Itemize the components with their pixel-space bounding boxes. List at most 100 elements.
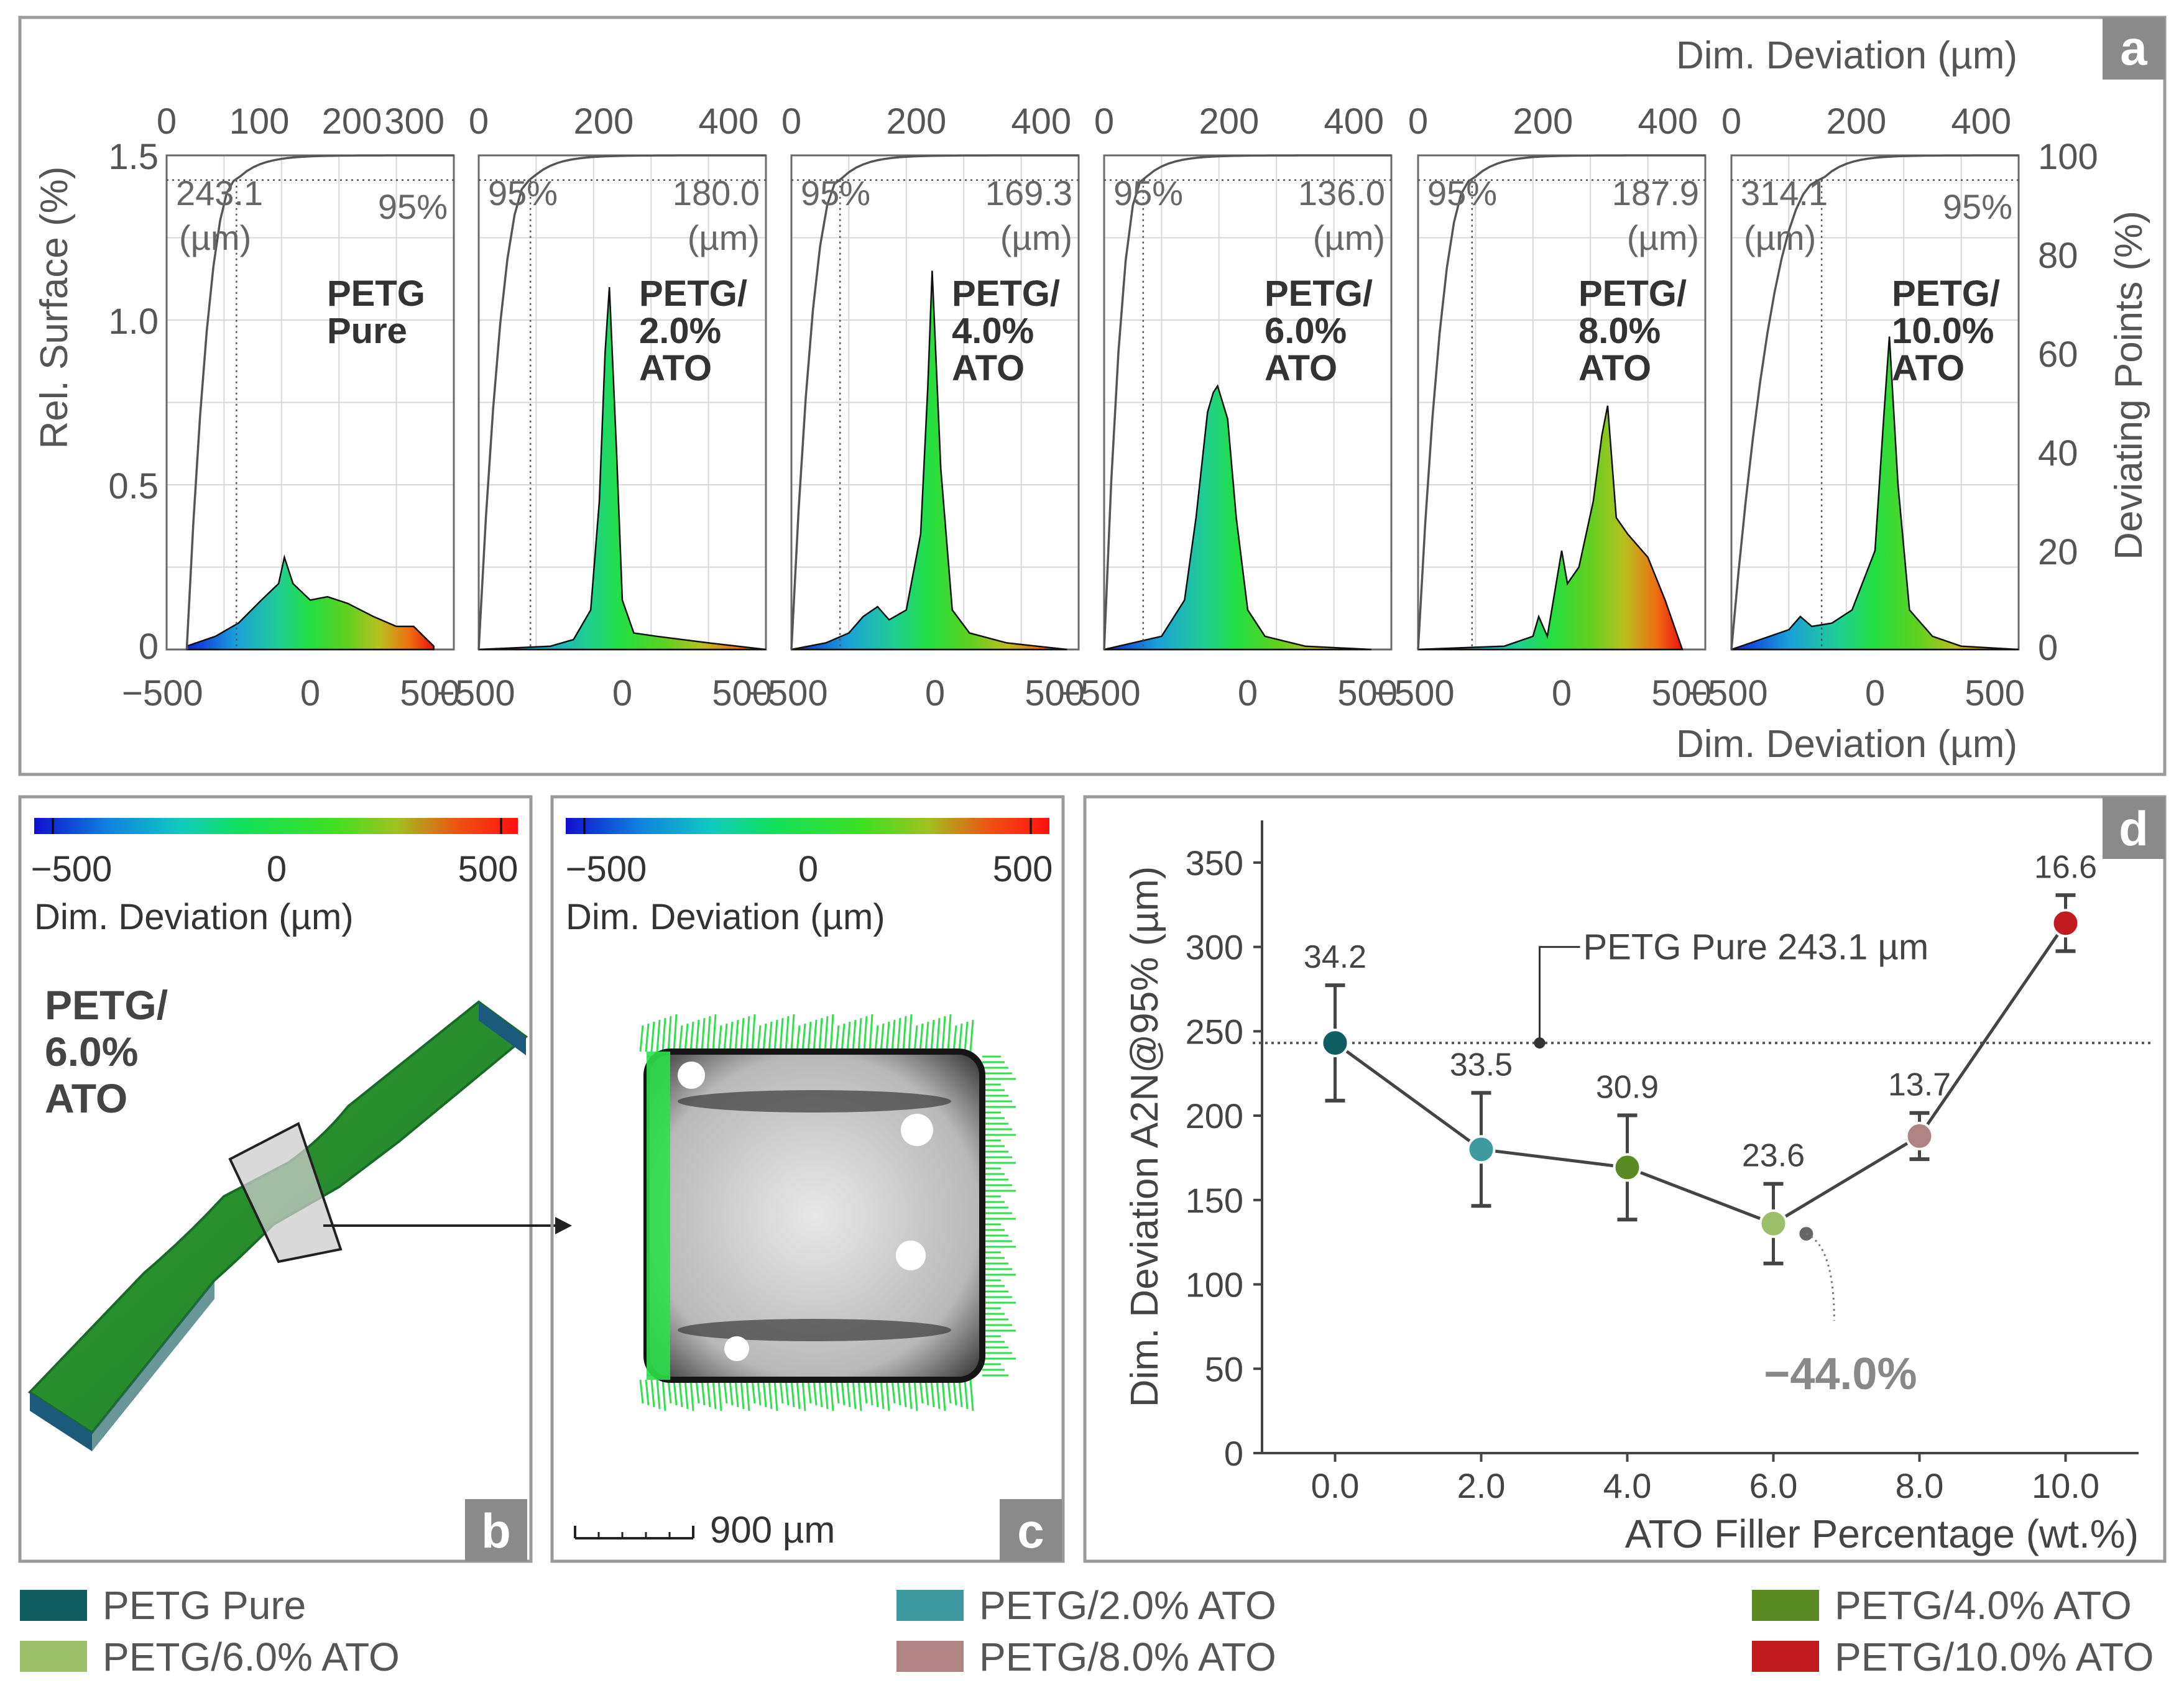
- legend-label: PETG Pure: [103, 1583, 306, 1628]
- bottom-tick: 500: [1337, 673, 1398, 713]
- error-label: 34.2: [1304, 939, 1366, 975]
- top-tick: 200: [1513, 101, 1573, 142]
- deviation-hair: [768, 1021, 773, 1052]
- subplot: 314.1 (µm) 95% PETG/10.0%ATO −500 0 500 0 200 400: [1687, 101, 2025, 713]
- legend-swatch: [1752, 1641, 1819, 1672]
- bottom-tick: 0: [1552, 673, 1572, 713]
- deviation-hair: [964, 1021, 969, 1052]
- deviation-hair: [807, 1021, 812, 1052]
- bottom-tick: 0: [1238, 673, 1258, 713]
- bottom-tick: 500: [1965, 673, 2025, 713]
- data-point: [1467, 1135, 1496, 1164]
- deviation-hair: [779, 1379, 784, 1404]
- panel-c-badge: [1000, 1499, 1062, 1561]
- deviation-hair: [880, 1023, 885, 1052]
- y-tick-label: 100: [1186, 1265, 1243, 1305]
- legend-swatch: [1752, 1590, 1819, 1621]
- a2n-value: 169.3: [985, 173, 1072, 213]
- a2n-value: 243.1: [176, 173, 263, 213]
- legend-item: PETG/2.0% ATO: [896, 1583, 1276, 1628]
- panel-c-colorbar: [566, 818, 1049, 834]
- histogram-area: [1417, 405, 1684, 651]
- deviation-hair: [919, 1023, 924, 1052]
- deviation-hair: [874, 1025, 879, 1052]
- deviation-hair: [896, 1017, 901, 1052]
- deviation-hair: [902, 1016, 907, 1052]
- deviation-hair: [673, 1014, 678, 1052]
- panel-d-letter: d: [2119, 801, 2149, 856]
- error-label: 13.7: [1888, 1067, 1951, 1103]
- legend-item: PETG/8.0% ATO: [896, 1635, 1276, 1679]
- deviation-hair: [841, 1379, 845, 1406]
- legend-item: PETG Pure: [20, 1583, 306, 1628]
- deviation-hair: [924, 1379, 929, 1406]
- deviation-hair: [874, 1379, 879, 1408]
- bottom-tick: −500: [434, 673, 515, 713]
- deviation-hair: [768, 1379, 773, 1410]
- legend-label: PETG/6.0% ATO: [103, 1635, 400, 1679]
- sample-name: 6.0%: [1265, 311, 1347, 351]
- error-label: 30.9: [1596, 1070, 1659, 1106]
- pct95-label: 95%: [488, 173, 558, 213]
- deviation-hair: [801, 1023, 806, 1052]
- panel-b-letter: b: [481, 1503, 511, 1558]
- cumulative-curve: [1730, 154, 2019, 650]
- sample-name: ATO: [1265, 348, 1337, 388]
- panel-b: b −500 0 500 Dim. Deviation (µm) PETG/ 6…: [18, 795, 572, 1563]
- deviation-hair: [969, 1379, 974, 1411]
- bottom-tick: −500: [1373, 673, 1455, 713]
- deviation-hair: [880, 1379, 885, 1410]
- legend-label: PETG/4.0% ATO: [1835, 1583, 2132, 1628]
- deviation-hair: [639, 1379, 644, 1404]
- deviation-hair: [930, 1379, 935, 1408]
- legend-swatch: [896, 1641, 964, 1672]
- sample-label: 6.0%: [45, 1029, 138, 1075]
- error-label: 16.6: [2034, 849, 2097, 885]
- deviation-hair: [908, 1014, 913, 1052]
- pct95-label: 95%: [1943, 187, 2012, 226]
- right-axis-ticks: 100 80 60 40 20 0: [2038, 137, 2098, 668]
- y-tick-label: 250: [1186, 1012, 1243, 1051]
- deviation-hair: [740, 1017, 745, 1052]
- deviation-hair: [835, 1025, 840, 1052]
- a2n-line-chart: 0 50 100 150 200 250 300 350 0.0 2.0 4.0 6.0 8.0 10.0…: [1123, 820, 2154, 1556]
- panel-b-colorbar: [34, 818, 518, 834]
- legend-item: PETG/6.0% ATO: [20, 1635, 400, 1679]
- y-tick-label: 50: [1205, 1349, 1243, 1388]
- deviation-hair: [913, 1025, 918, 1052]
- subplot: 95% 187.9 (µm) PETG/8.0%ATO −500 0 500 0 200 400: [1373, 101, 1712, 713]
- deviation-hair: [785, 1016, 790, 1052]
- deviation-hair: [745, 1016, 750, 1052]
- sample-name: PETG/: [639, 273, 747, 314]
- top-tick: 400: [698, 101, 758, 142]
- a2n-unit: (µm): [179, 218, 251, 257]
- bottom-tick: −500: [1059, 673, 1141, 713]
- top-tick: 0: [157, 101, 177, 142]
- pct95-label: 95%: [1113, 173, 1183, 213]
- deviation-hair: [936, 1017, 941, 1052]
- deviation-hair: [846, 1379, 851, 1408]
- deviation-hair: [790, 1014, 795, 1052]
- cross-section-image: [639, 1014, 1016, 1411]
- histogram-area: [186, 554, 435, 651]
- deviation-hair: [924, 1021, 929, 1052]
- deviation-hair: [829, 1379, 834, 1411]
- legend-item: PETG/4.0% ATO: [1752, 1583, 2132, 1628]
- scale-bar-label: 900 µm: [710, 1509, 835, 1551]
- colorbar-tick: −500: [31, 849, 113, 889]
- deviation-hair: [947, 1379, 952, 1404]
- deviation-hair: [712, 1014, 717, 1052]
- deviation-hair: [818, 1379, 823, 1408]
- deviation-hair: [941, 1016, 946, 1052]
- cumulative-curve: [1103, 154, 1392, 650]
- colorbar-tick: 0: [798, 849, 818, 889]
- histogram-area: [1731, 336, 2019, 651]
- cumulative-curve: [185, 154, 454, 650]
- panel-c: c −500 0 500 Dim. Deviation (µm): [550, 795, 1065, 1563]
- colorbar-tick: 0: [267, 849, 287, 889]
- x-tick-label: 10.0: [2032, 1466, 2099, 1505]
- deviation-hair: [751, 1014, 756, 1052]
- deviation-hair: [964, 1379, 969, 1410]
- deviation-hair: [701, 1379, 706, 1406]
- x-tick-label: 0.0: [1311, 1466, 1360, 1505]
